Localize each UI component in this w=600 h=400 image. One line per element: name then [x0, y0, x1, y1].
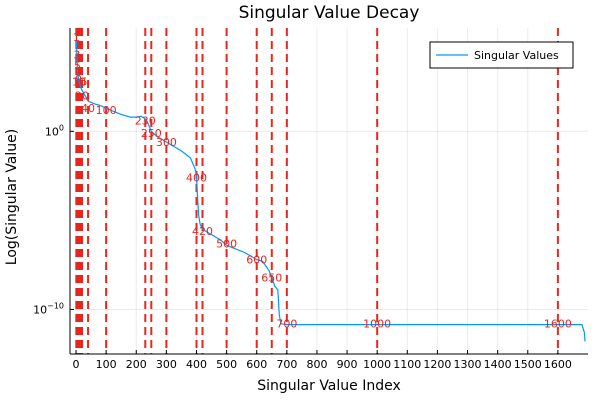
x-tick-label: 100	[96, 358, 117, 371]
marker-label: 400	[186, 172, 207, 185]
marker-label: 420	[192, 225, 213, 238]
marker-label: 100	[96, 104, 117, 117]
y-tick-label: 100	[45, 123, 64, 138]
series-layer	[75, 36, 586, 342]
marker-label: 300	[156, 136, 177, 149]
marker-label: 650	[261, 271, 282, 284]
x-axis-label: Singular Value Index	[257, 378, 401, 394]
marker-label: 1	[73, 31, 80, 44]
marker-label: 3	[73, 49, 80, 62]
x-tick-label: 1200	[423, 358, 451, 371]
grid-lines	[70, 28, 588, 354]
marker-label: 230	[135, 115, 156, 128]
tick-labels: 0 100 200 300 400 500 600 700 800 900 1000 1100 1200…	[33, 123, 572, 371]
axes	[69, 28, 588, 355]
marker-label: 500	[216, 238, 237, 251]
marker-label: 10	[72, 75, 86, 88]
x-tick-label: 1000	[363, 358, 391, 371]
x-tick-label: 1500	[514, 358, 542, 371]
y-axis-label: Log(Singular Value)	[4, 129, 20, 265]
marker-label: 40	[81, 102, 95, 115]
marker-label: 8	[75, 70, 82, 83]
marker-label: 700	[276, 318, 297, 331]
legend-label: Singular Values	[474, 49, 559, 62]
x-tick-label: 200	[126, 358, 147, 371]
marker-label: 20	[75, 90, 89, 103]
series-line	[75, 36, 586, 342]
x-tick-label: 300	[156, 358, 177, 371]
x-tick-label: 400	[186, 358, 207, 371]
x-tick-label: 500	[216, 358, 237, 371]
y-tick-label: 10−10	[33, 301, 64, 316]
x-tick-label: 1600	[544, 358, 572, 371]
marker-label: 1600	[544, 318, 572, 331]
x-tick-label: 800	[306, 358, 327, 371]
x-tick-label: 1400	[484, 358, 512, 371]
chart-title: Singular Value Decay	[239, 3, 420, 23]
x-tick-label: 0	[73, 358, 80, 371]
x-tick-label: 700	[276, 358, 297, 371]
marker-label: 1000	[363, 318, 391, 331]
x-tick-label: 900	[337, 358, 358, 371]
marker-label: 5	[74, 59, 81, 72]
marker-label: 600	[246, 254, 267, 267]
legend: Singular Values	[429, 41, 574, 69]
x-tick-label: 1300	[454, 358, 482, 371]
marker-label: 15	[74, 75, 88, 88]
x-tick-label: 600	[246, 358, 267, 371]
x-tick-label: 1100	[393, 358, 421, 371]
marker-label: 250	[141, 127, 162, 140]
